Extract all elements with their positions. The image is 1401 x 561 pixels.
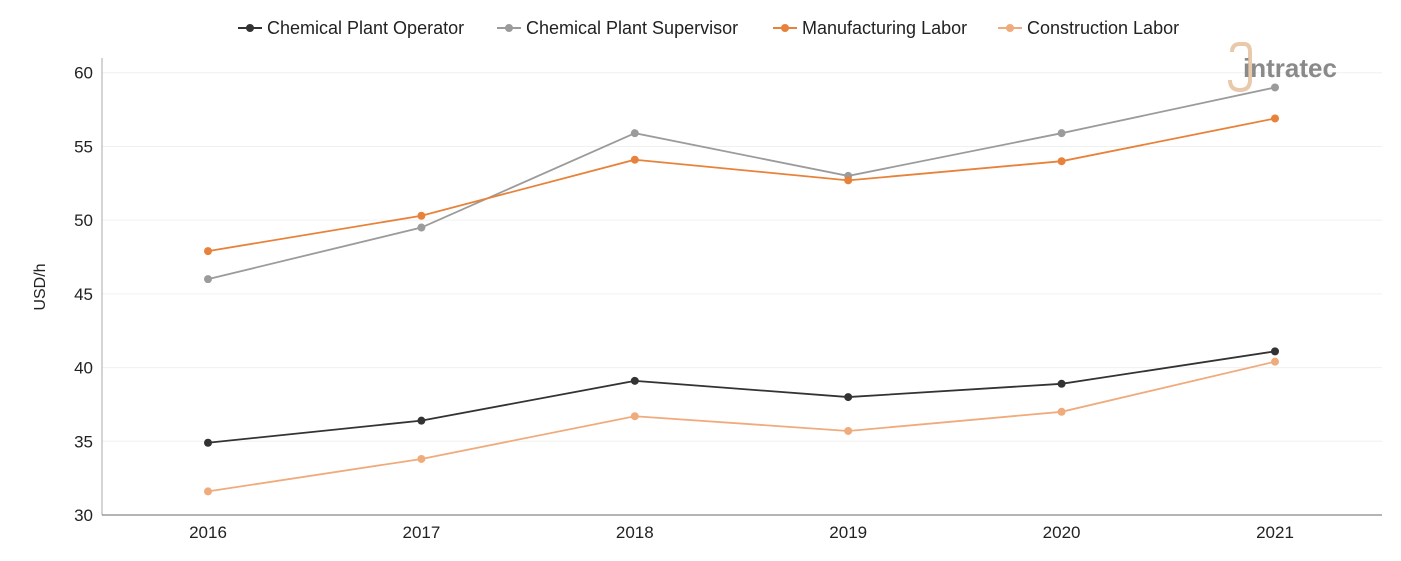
data-point bbox=[1057, 129, 1066, 138]
data-point bbox=[1057, 379, 1066, 388]
axes bbox=[101, 58, 1382, 516]
data-point bbox=[1271, 114, 1279, 123]
legend: Chemical Plant Operator Chemical Plant Su… bbox=[238, 18, 1179, 38]
data-point bbox=[417, 416, 426, 425]
logo-text: intratec bbox=[1243, 53, 1337, 83]
data-point bbox=[417, 223, 426, 232]
legend-marker-icon bbox=[1006, 24, 1014, 32]
data-point bbox=[630, 376, 639, 385]
logo-mark-icon bbox=[1228, 42, 1252, 93]
series-construction-labor bbox=[204, 357, 1279, 496]
y-tick-label: 60 bbox=[74, 64, 93, 83]
data-point bbox=[1271, 83, 1279, 92]
y-tick-label: 50 bbox=[74, 211, 93, 230]
data-point bbox=[204, 487, 212, 496]
data-point bbox=[417, 454, 426, 463]
data-point bbox=[844, 393, 853, 402]
legend-label: Chemical Plant Operator bbox=[267, 18, 464, 38]
legend-label: Chemical Plant Supervisor bbox=[526, 18, 738, 38]
data-point bbox=[844, 426, 853, 435]
data-point bbox=[1271, 347, 1279, 356]
intratec-logo: intratec bbox=[1228, 42, 1337, 93]
legend-item: Manufacturing Labor bbox=[773, 18, 967, 38]
legend-label: Manufacturing Labor bbox=[802, 18, 967, 38]
x-tick-label: 2021 bbox=[1256, 523, 1294, 542]
x-tick-label: 2019 bbox=[829, 523, 867, 542]
data-point bbox=[204, 438, 212, 447]
series-line bbox=[207, 360, 1276, 493]
legend-label: Construction Labor bbox=[1027, 18, 1179, 38]
x-tick-label: 2018 bbox=[616, 523, 654, 542]
data-point bbox=[204, 275, 212, 284]
y-tick-label: 55 bbox=[74, 137, 93, 156]
data-point bbox=[204, 247, 212, 256]
series-line bbox=[207, 117, 1276, 253]
data-point bbox=[630, 129, 639, 138]
legend-item: Chemical Plant Supervisor bbox=[497, 18, 738, 38]
legend-item: Chemical Plant Operator bbox=[238, 18, 464, 38]
legend-marker-icon bbox=[246, 24, 254, 32]
x-tick-label: 2020 bbox=[1043, 523, 1081, 542]
series-line bbox=[207, 350, 1276, 444]
data-point bbox=[844, 176, 853, 185]
legend-item: Construction Labor bbox=[998, 18, 1179, 38]
series-line bbox=[207, 86, 1276, 281]
x-tick-labels: 2016 2017 2018 2019 2020 2021 bbox=[189, 523, 1294, 542]
data-point bbox=[1271, 357, 1279, 366]
data-point bbox=[630, 155, 639, 164]
series-manufacturing-labor bbox=[204, 114, 1279, 256]
data-point bbox=[1057, 407, 1066, 416]
y-axis-label: USD/h bbox=[32, 263, 49, 310]
series-chemical-plant-operator bbox=[204, 347, 1279, 447]
data-point bbox=[1057, 157, 1066, 166]
data-point bbox=[630, 412, 639, 421]
x-tick-label: 2017 bbox=[402, 523, 440, 542]
y-tick-labels: 30 35 40 45 50 55 60 bbox=[74, 64, 93, 525]
gridlines bbox=[102, 72, 1382, 442]
data-point bbox=[417, 211, 426, 220]
y-tick-label: 30 bbox=[74, 506, 93, 525]
x-tick-label: 2016 bbox=[189, 523, 227, 542]
y-tick-label: 35 bbox=[74, 432, 93, 451]
y-tick-label: 45 bbox=[74, 285, 93, 304]
series-chemical-plant-supervisor bbox=[204, 83, 1279, 284]
y-tick-label: 40 bbox=[74, 359, 93, 378]
series-lines bbox=[204, 83, 1279, 496]
legend-marker-icon bbox=[781, 24, 789, 32]
legend-marker-icon bbox=[505, 24, 513, 32]
